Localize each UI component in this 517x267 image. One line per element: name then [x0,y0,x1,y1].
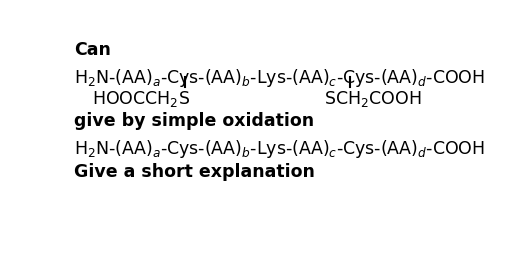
Text: Give a short explanation: Give a short explanation [74,163,315,181]
Text: give by simple oxidation: give by simple oxidation [74,112,314,130]
Text: H$_2$N-(AA)$_a$-Cys-(AA)$_b$-Lys-(AA)$_c$-Cys-(AA)$_d$-COOH: H$_2$N-(AA)$_a$-Cys-(AA)$_b$-Lys-(AA)$_c… [74,67,485,89]
Text: H$_2$N-(AA)$_a$-Cys-(AA)$_b$-Lys-(AA)$_c$-Cys-(AA)$_d$-COOH: H$_2$N-(AA)$_a$-Cys-(AA)$_b$-Lys-(AA)$_c… [74,138,485,159]
Text: Can: Can [74,41,111,59]
Text: HOOCCH$_2$S: HOOCCH$_2$S [92,89,190,109]
Text: SCH$_2$COOH: SCH$_2$COOH [324,89,422,109]
